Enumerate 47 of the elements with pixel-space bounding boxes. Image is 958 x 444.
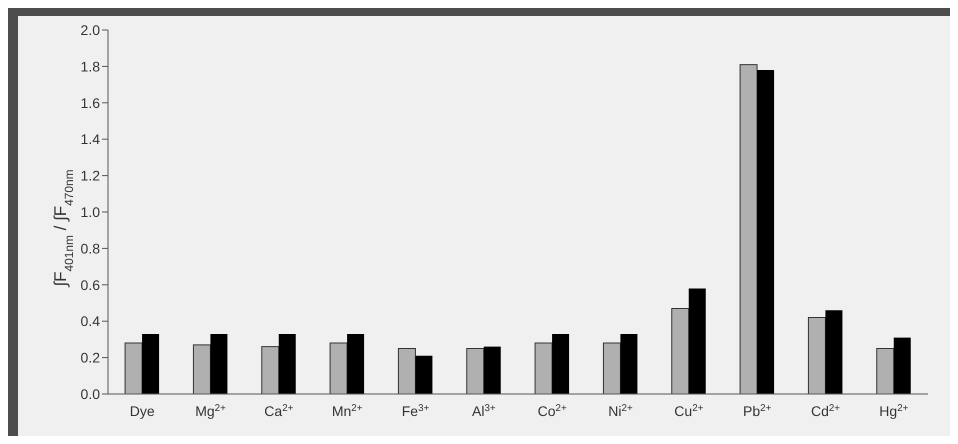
bar (825, 310, 842, 394)
x-tick-label: Fe$^{3+}$ (402, 402, 430, 419)
y-tick-label: 1.2 (80, 168, 100, 184)
bar (757, 70, 774, 394)
bar (192, 344, 211, 394)
bar (602, 342, 621, 394)
bar (894, 338, 911, 394)
bar (671, 308, 690, 394)
bar (808, 317, 826, 394)
x-tick-label: Ca$^{2+}$ (264, 402, 294, 419)
x-tick-label: Mg$^{2+}$ (195, 402, 226, 419)
x-tick-label: Al$^{3+}$ (472, 402, 496, 419)
bar (347, 334, 364, 394)
y-tick-label: 1.4 (80, 131, 100, 148)
y-tick-label: 0.6 (80, 276, 100, 293)
bar (534, 342, 553, 394)
y-tick-label: 0.8 (80, 240, 100, 256)
bar (261, 346, 280, 394)
bar (142, 334, 160, 394)
bar (620, 334, 638, 394)
y-tick-label: 0.4 (80, 313, 100, 330)
y-tick-label: 1.0 (80, 204, 100, 220)
bar (740, 64, 758, 394)
x-tick-label: Co$^{2+}$ (538, 402, 567, 419)
bar (415, 356, 432, 394)
bar (876, 348, 894, 394)
bar (278, 334, 296, 394)
y-tick-label: 1.6 (80, 94, 100, 111)
x-tick-label: Ni$^{2+}$ (608, 402, 633, 419)
bar (330, 342, 348, 394)
bar (124, 342, 143, 394)
bar (398, 348, 416, 394)
y-tick-label: 2.0 (80, 22, 100, 38)
x-tick-label: Hg$^{2+}$ (879, 402, 909, 419)
bar (484, 346, 501, 394)
x-tick-label: Dye (130, 403, 155, 419)
x-tick-label: Cu$^{2+}$ (674, 402, 704, 419)
bar (210, 334, 228, 394)
x-tick-label: Cd$^{2+}$ (810, 402, 840, 419)
bar (466, 348, 484, 394)
x-tick-label: Pb$^{2+}$ (743, 402, 772, 419)
y-tick-label: 1.8 (80, 58, 100, 74)
y-tick-label: 0.0 (80, 386, 100, 402)
y-tick-label: 0.2 (80, 350, 100, 366)
x-tick-label: Mn$^{2+}$ (332, 402, 363, 419)
bar (688, 288, 706, 394)
bar (552, 334, 570, 394)
